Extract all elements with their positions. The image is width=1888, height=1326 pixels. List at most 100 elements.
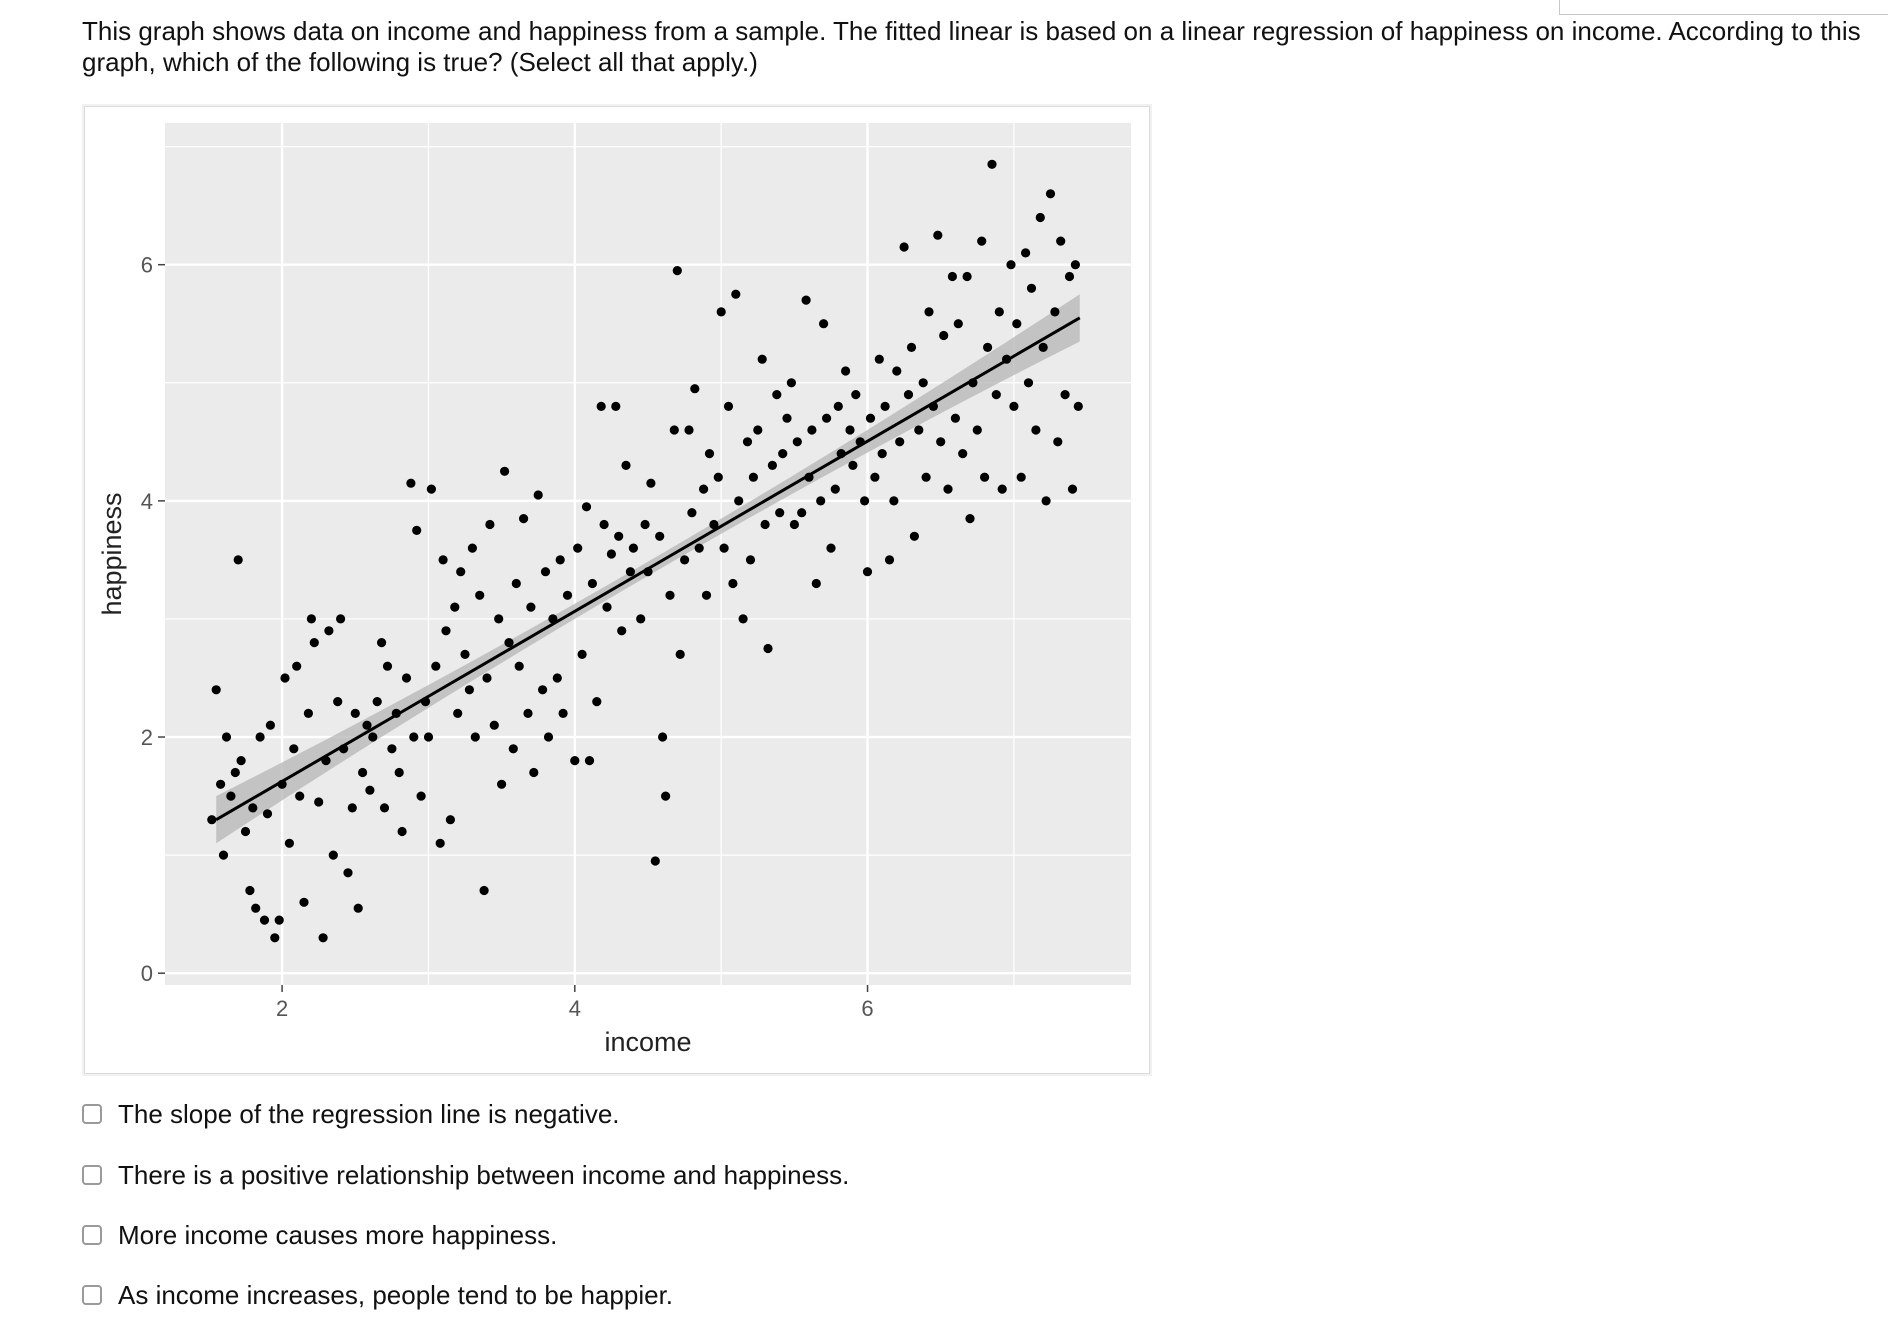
option-income-increase-happier[interactable]: As income increases, people tend to be h…: [82, 1275, 1082, 1315]
y-axis-label: happiness: [97, 492, 127, 615]
data-point: [599, 519, 609, 530]
data-point: [387, 744, 397, 754]
data-point: [485, 519, 495, 530]
data-point: [709, 519, 719, 530]
axis-ticks: 2 4 6 0 2 4 6: [141, 253, 874, 1021]
data-point: [1064, 271, 1075, 282]
data-point: [245, 885, 255, 896]
data-point: [570, 756, 580, 766]
data-point: [336, 614, 346, 624]
data-point: [640, 519, 650, 530]
data-point: [431, 661, 441, 671]
data-point: [423, 732, 434, 742]
option-positive-relationship[interactable]: There is a positive relationship between…: [82, 1155, 1082, 1195]
x-tick-label: 2: [276, 996, 288, 1021]
top-right-frame: [1559, 0, 1888, 15]
data-point: [265, 720, 275, 730]
data-point: [397, 826, 407, 837]
data-point: [377, 638, 387, 648]
data-point: [479, 885, 489, 896]
checkbox[interactable]: [82, 1285, 102, 1305]
option-label: As income increases, people tend to be h…: [118, 1280, 674, 1310]
data-point: [650, 856, 660, 866]
data-point: [899, 242, 909, 252]
checkbox[interactable]: [82, 1104, 102, 1124]
data-point: [221, 732, 232, 742]
data-point: [581, 502, 592, 512]
regression-line: [215, 316, 1081, 821]
data-point: [401, 673, 412, 683]
data-point: [218, 850, 229, 860]
data-point: [972, 425, 982, 435]
data-point: [372, 697, 382, 707]
option-label: The slope of the regression line is nega…: [118, 1099, 620, 1129]
data-point: [699, 484, 709, 494]
data-point: [406, 478, 416, 488]
data-point: [914, 425, 924, 435]
data-point: [1056, 236, 1066, 246]
data-point: [953, 319, 963, 329]
data-point: [819, 319, 829, 329]
data-point: [573, 543, 583, 553]
y-tick-label: 4: [141, 489, 153, 514]
data-point: [628, 543, 639, 553]
data-point: [470, 732, 480, 742]
scatter-chart-card: 2 4 6 0 2 4 6 income happiness: [84, 106, 1150, 1074]
data-point: [353, 903, 363, 913]
data-point: [675, 649, 685, 660]
data-point: [661, 791, 671, 801]
data-point: [684, 425, 694, 435]
data-point: [1012, 319, 1022, 329]
data-point: [284, 838, 294, 848]
data-point: [450, 602, 460, 612]
data-point: [445, 815, 455, 825]
data-point: [207, 815, 217, 825]
data-point: [1021, 248, 1031, 258]
data-point: [734, 496, 744, 506]
data-point: [792, 437, 802, 447]
data-point: [251, 903, 261, 913]
data-point: [441, 626, 451, 636]
data-point: [295, 791, 305, 801]
data-point: [816, 496, 826, 506]
data-point: [1041, 496, 1051, 506]
data-point: [965, 514, 975, 524]
checkbox[interactable]: [82, 1225, 102, 1245]
data-point: [274, 915, 284, 925]
data-point: [514, 661, 524, 671]
plot-panel: [165, 123, 1131, 985]
data-point: [324, 626, 334, 636]
data-point: [889, 496, 899, 506]
option-slope-negative[interactable]: The slope of the regression line is nega…: [82, 1094, 1082, 1134]
data-point: [789, 519, 800, 530]
data-point: [870, 472, 880, 482]
regression-line-layer: [215, 316, 1081, 821]
data-point: [950, 413, 961, 423]
data-point: [713, 472, 723, 482]
data-point: [555, 555, 565, 565]
data-point: [826, 543, 836, 553]
data-point: [760, 519, 770, 530]
data-point: [497, 779, 507, 789]
data-point: [742, 437, 753, 447]
data-point: [1053, 437, 1063, 447]
data-point: [482, 673, 492, 683]
data-point: [822, 413, 832, 423]
data-point: [614, 531, 624, 541]
data-point: [745, 555, 756, 565]
data-point: [552, 673, 562, 683]
data-point: [362, 720, 372, 730]
data-point: [723, 401, 734, 411]
data-point: [833, 401, 843, 411]
option-income-causes-happiness[interactable]: More income causes more happiness.: [82, 1215, 1082, 1255]
x-tick-label: 4: [569, 996, 581, 1021]
data-point: [947, 271, 958, 282]
checkbox[interactable]: [82, 1165, 102, 1185]
data-point: [236, 756, 246, 766]
data-point: [994, 307, 1004, 317]
data-point: [1016, 472, 1026, 482]
data-point: [409, 732, 419, 742]
data-point: [529, 767, 539, 778]
data-point: [540, 567, 551, 577]
data-point: [939, 330, 949, 341]
